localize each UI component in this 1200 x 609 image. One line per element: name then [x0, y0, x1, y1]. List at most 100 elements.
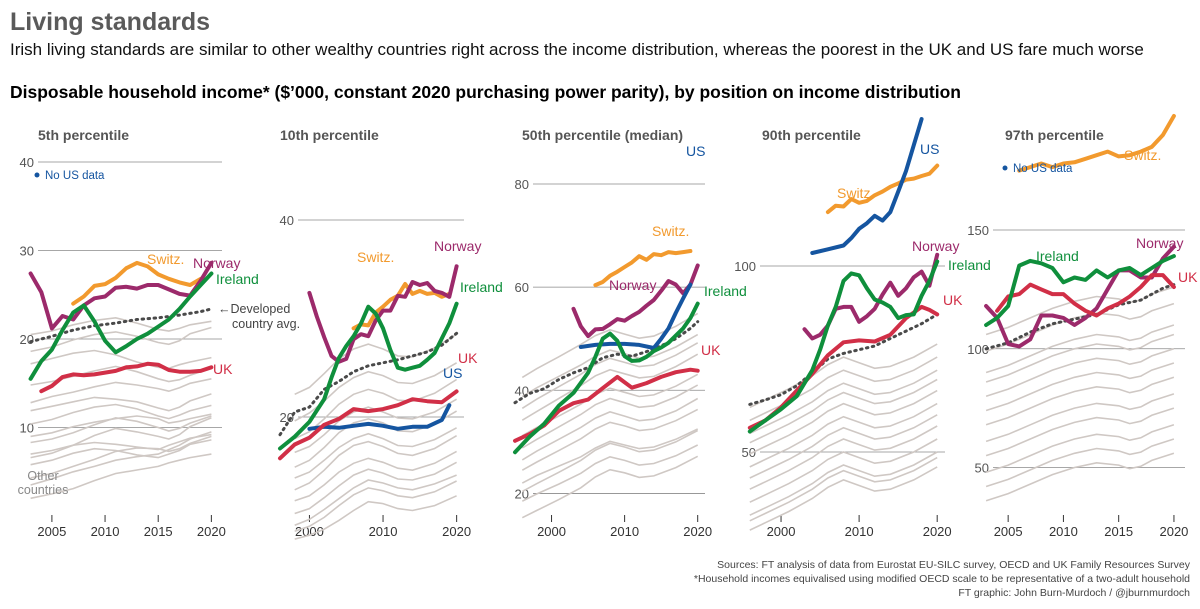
series-label-norway: Norway	[912, 238, 959, 254]
panel-title: 97th percentile	[1005, 127, 1104, 143]
other-country-line	[985, 407, 1175, 457]
other-country-line	[294, 495, 457, 540]
other-country-line	[749, 456, 938, 522]
x-tick-label: 2020	[683, 524, 712, 539]
y-tick-label: 80	[515, 177, 529, 192]
panel-title: 90th percentile	[762, 127, 861, 143]
series-label-switz: Switz.	[652, 223, 689, 239]
norway-line	[28, 260, 214, 331]
series-label-uk: UK	[213, 361, 233, 377]
developed-avg-label: ←Developed	[218, 302, 290, 316]
x-tick-label: 2010	[91, 524, 120, 539]
y-tick-label: 50	[742, 445, 756, 460]
norway-line	[984, 244, 1176, 349]
panel-title: 10th percentile	[280, 127, 379, 143]
other-country-line	[30, 378, 212, 404]
y-tick-label: 100	[734, 259, 756, 274]
series-label-ireland: Ireland	[704, 283, 747, 299]
y-tick-label: 20	[280, 410, 294, 425]
x-tick-label: 2010	[610, 524, 639, 539]
x-tick-label: 2005	[994, 524, 1023, 539]
x-tick-label: 2010	[845, 524, 874, 539]
y-tick-label: 100	[967, 342, 989, 357]
other-country-line	[30, 431, 212, 486]
other-country-line	[30, 439, 212, 466]
other-country-line	[521, 342, 699, 409]
switz-line	[351, 282, 452, 331]
y-tick-label: 50	[975, 461, 989, 476]
other-country-line	[294, 398, 458, 454]
panel-1: 5th percentile 10 20 30 40 2005 2010 2015 2020 Sw…	[18, 127, 300, 539]
series-label-switz: Switz.	[1124, 147, 1161, 163]
us-line	[307, 403, 452, 431]
credit-note: FT graphic: John Burn-Murdoch / @jburnmu…	[958, 587, 1190, 599]
x-tick-label: 2010	[369, 524, 398, 539]
other-country-line	[521, 333, 699, 398]
other-country-line	[521, 444, 699, 502]
other-country-line	[521, 428, 699, 484]
other-country-line	[985, 362, 1175, 412]
developed-avg-line	[748, 312, 939, 406]
x-tick-label: 2020	[442, 524, 471, 539]
sources-note: Sources: FT analysis of data from Eurost…	[717, 559, 1190, 571]
other-country-line	[30, 433, 212, 455]
switz-line	[825, 163, 940, 215]
other-countries-label-2: countries	[18, 483, 69, 497]
series-label-ireland: Ireland	[216, 271, 259, 287]
other-country-line	[521, 312, 699, 379]
other-country-line	[749, 425, 938, 490]
series-label-switz: Switz.	[837, 185, 874, 201]
y-tick-label: 20	[20, 332, 34, 347]
y-tick-label: 150	[967, 223, 989, 238]
uk-line	[39, 361, 214, 394]
ireland-line	[28, 271, 214, 381]
other-country-line	[294, 480, 457, 532]
other-country-line	[294, 427, 457, 479]
other-country-line	[985, 333, 1175, 383]
other-country-line	[749, 414, 938, 479]
developed-avg-line	[29, 307, 213, 344]
y-tick-label: 60	[515, 280, 529, 295]
switz-line	[71, 260, 203, 306]
y-tick-label: 40	[20, 155, 34, 170]
chart-title: Living standards	[10, 8, 211, 36]
norway-line	[571, 263, 700, 339]
x-tick-label: 2000	[767, 524, 796, 539]
other-country-line	[985, 302, 1175, 352]
other-country-line	[294, 474, 457, 527]
x-tick-label: 2005	[37, 524, 66, 539]
uk-line	[278, 389, 459, 461]
other-country-line	[749, 369, 938, 435]
series-label-switz: Switz.	[147, 251, 184, 267]
other-country-line	[294, 410, 458, 468]
series-label-uk: UK	[458, 350, 478, 366]
norway-line	[307, 264, 459, 364]
series-label-switz: Switz.	[357, 249, 394, 265]
y-tick-label: 10	[20, 421, 34, 436]
panel-4: 90th percentile 50 100 2000 2010 2020 Switz. No…	[734, 117, 991, 539]
no-us-dot	[1002, 165, 1008, 171]
other-country-line	[30, 413, 212, 438]
series-label-us: US	[686, 143, 705, 159]
series-label-ireland: Ireland	[948, 257, 991, 273]
chart-subtitle: Irish living standards are similar to ot…	[10, 40, 1144, 59]
other-country-line	[749, 389, 938, 455]
no-us-dot	[34, 172, 40, 178]
other-country-line	[294, 435, 458, 491]
other-country-line	[985, 324, 1175, 374]
developed-avg-label-2: country avg.	[232, 317, 300, 331]
x-tick-label: 2000	[295, 524, 324, 539]
other-country-line	[985, 376, 1175, 426]
switz-line	[593, 249, 693, 288]
other-country-line	[985, 452, 1175, 502]
other-country-line	[749, 343, 938, 409]
us-line	[810, 117, 924, 255]
x-tick-label: 2020	[197, 524, 226, 539]
other-country-line	[749, 402, 938, 468]
switz-line	[1017, 114, 1176, 173]
other-countries-label: Other	[27, 469, 58, 483]
no-us-data-note: No US data	[45, 170, 105, 182]
uk-line	[513, 367, 700, 443]
other-country-line	[30, 349, 212, 370]
panel-5: 97th percentile 50 100 150 2005 2010 2015 2020 S…	[967, 114, 1198, 539]
